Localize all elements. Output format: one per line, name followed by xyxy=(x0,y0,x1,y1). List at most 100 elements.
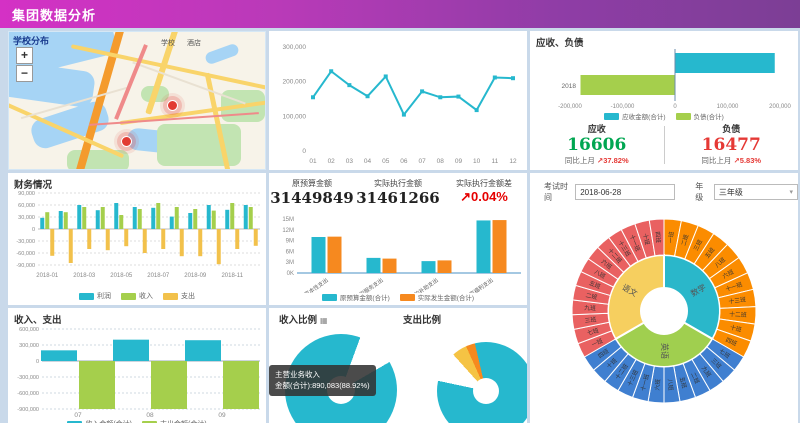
map-panel[interactable]: 学校分布 + − 学校 酒店 xyxy=(8,31,266,170)
svg-text:英语: 英语 xyxy=(660,343,670,359)
kpi-label: 负债 xyxy=(722,124,741,134)
legend-label: 原预算金额(合计) xyxy=(339,295,390,302)
kpi-row: 应收 16606 同比上月 ↗37.82% 负债 16477 同比上月 ↗5.8… xyxy=(530,122,798,168)
svg-text:2018-07: 2018-07 xyxy=(147,273,170,279)
svg-text:-900,000: -900,000 xyxy=(17,407,39,413)
grade-select-value: 三年级 xyxy=(718,187,743,197)
svg-text:十三班: 十三班 xyxy=(728,295,747,305)
legend-item[interactable]: 应收金额(合计) xyxy=(604,111,666,121)
svg-text:-90,000: -90,000 xyxy=(16,263,35,269)
svg-text:90,000: 90,000 xyxy=(18,191,35,197)
svg-text:04: 04 xyxy=(364,158,372,165)
kpi-receivable: 应收 16606 同比上月 ↗37.82% xyxy=(530,122,664,168)
svg-text:100,000: 100,000 xyxy=(283,113,307,120)
svg-text:05: 05 xyxy=(382,158,390,165)
kpi-label: 应收 xyxy=(587,124,606,134)
svg-text:07: 07 xyxy=(74,412,82,419)
svg-text:08: 08 xyxy=(146,412,154,419)
monthly-trend-panel: 0 100,000 200,000 300,000 01 02 03 04 05 06 07 08 09… xyxy=(269,31,527,170)
svg-text:-100,000: -100,000 xyxy=(611,104,635,110)
svg-text:二班: 二班 xyxy=(585,291,598,301)
svg-text:二班: 二班 xyxy=(679,233,690,247)
svg-text:300,000: 300,000 xyxy=(19,343,39,349)
svg-text:0: 0 xyxy=(302,148,306,155)
receivables-panel: 应收、负债 2018 -200,000 -100,000 0 100,000 200,00… xyxy=(530,31,798,170)
receivables-bar-chart: 2018 -200,000 -100,000 0 100,000 200,000 xyxy=(558,49,792,110)
svg-text:0: 0 xyxy=(32,227,35,233)
svg-text:01: 01 xyxy=(309,158,317,165)
svg-text:0K: 0K xyxy=(287,271,294,277)
legend-item[interactable]: 支出 xyxy=(163,291,195,301)
map-water xyxy=(203,42,241,66)
kpi-liability: 负债 16477 同比上月 ↗5.83% xyxy=(665,122,799,168)
svg-text:15M: 15M xyxy=(282,217,294,223)
income-expense-panel: 收入、支出 600,000 300,000 0 -300,000 -600,000 -90… xyxy=(8,308,266,423)
page-title: 集团数据分析 xyxy=(12,7,97,23)
legend-swatch xyxy=(67,420,83,423)
legend-item[interactable]: 负债(合计) xyxy=(675,111,724,121)
filters-row: 考试时间 年级 三年级 ▾ xyxy=(530,173,798,203)
map-zoom-out-button[interactable]: − xyxy=(16,65,33,82)
svg-text:十班: 十班 xyxy=(641,233,652,246)
panel-title: 收入比例 ▦ xyxy=(279,312,328,326)
map-canvas[interactable] xyxy=(9,32,265,169)
monthly-line-chart: 0 100,000 200,000 300,000 01 02 03 04 05 06 07 08 09… xyxy=(283,44,517,165)
legend-swatch xyxy=(321,293,337,301)
legend-swatch xyxy=(142,420,157,423)
chevron-down-icon: ▾ xyxy=(789,189,793,196)
map-zoom-in-button[interactable]: + xyxy=(16,47,33,64)
panel-title: 应收、负债 xyxy=(536,38,584,49)
svg-text:6M: 6M xyxy=(286,249,294,255)
svg-text:09: 09 xyxy=(218,412,226,419)
exam-date-label: 考试时间 xyxy=(544,182,568,202)
svg-text:06: 06 xyxy=(400,158,408,165)
svg-text:30,000: 30,000 xyxy=(18,215,35,221)
finance-panel: 财务情况 -90,000 -60,000 -30,000 0 30,000 60,000 9… xyxy=(8,173,266,305)
map-marker[interactable] xyxy=(121,136,132,147)
pie-hole xyxy=(473,378,499,404)
kpi-execution-diff: 实际执行金额差 ↗0.04% xyxy=(456,179,512,204)
svg-text:02: 02 xyxy=(328,158,336,165)
kpi-actual-execution: 实际执行金额 31461266 xyxy=(356,179,440,207)
svg-text:200,000: 200,000 xyxy=(283,79,307,86)
divider xyxy=(663,126,665,164)
budget-bar-chart: 0K 3M 6M 9M 12M 15M 其他资本性支出 商品和服务支出对个人和家庭的补助支出 工… xyxy=(282,217,521,293)
grade-label: 年级 xyxy=(695,182,704,202)
kpi-value: 16606 xyxy=(567,135,627,155)
svg-text:对个人和家庭的补助支出: 对个人和家庭的补助支出 xyxy=(385,276,439,293)
svg-text:工资福利支出: 工资福利支出 xyxy=(463,276,495,293)
svg-text:-300,000: -300,000 xyxy=(17,375,39,381)
legend-item[interactable]: 实际发生金额(合计) xyxy=(399,292,474,302)
legend-label: 负债(合计) xyxy=(693,114,724,121)
panel-title: 财务情况 xyxy=(14,180,53,191)
legend-item[interactable]: 原预算金额(合计) xyxy=(321,292,390,302)
svg-text:600,000: 600,000 xyxy=(19,327,39,333)
legend-swatch xyxy=(163,292,178,300)
svg-text:10: 10 xyxy=(473,158,481,165)
exam-date-input[interactable] xyxy=(575,184,676,200)
svg-text:五班: 五班 xyxy=(588,279,602,291)
svg-text:九班: 九班 xyxy=(584,304,596,312)
map-park xyxy=(157,124,241,166)
kpi-value: 16477 xyxy=(701,135,761,155)
legend-item[interactable]: 收入 xyxy=(121,291,153,301)
svg-text:2018-09: 2018-09 xyxy=(184,273,207,279)
svg-text:一班: 一班 xyxy=(667,231,676,244)
svg-text:-30,000: -30,000 xyxy=(16,239,35,245)
grid-icon: ▦ xyxy=(320,316,328,325)
grade-select[interactable]: 三年级 ▾ xyxy=(713,184,798,200)
svg-text:四班: 四班 xyxy=(654,231,663,243)
legend-item[interactable]: 支出金额(合计) xyxy=(142,419,207,423)
budget-panel: 原预算金额 31449849 实际执行金额 31461266 实际执行金额差 ↗… xyxy=(269,173,527,305)
legend-item[interactable]: 利润 xyxy=(79,291,111,301)
legend-swatch xyxy=(675,112,691,120)
tooltip-series: 主营业务收入 xyxy=(275,370,320,379)
svg-text:09: 09 xyxy=(455,158,463,165)
kpi-delta: 同比上月 ↗5.83% xyxy=(701,156,762,165)
finance-legend: 利润 收入 支出 xyxy=(8,291,266,301)
map-marker[interactable] xyxy=(167,100,178,111)
legend-swatch xyxy=(604,112,620,120)
income-expense-bar-chart: 600,000 300,000 0 -300,000 -600,000 -900,000 0… xyxy=(17,327,260,419)
